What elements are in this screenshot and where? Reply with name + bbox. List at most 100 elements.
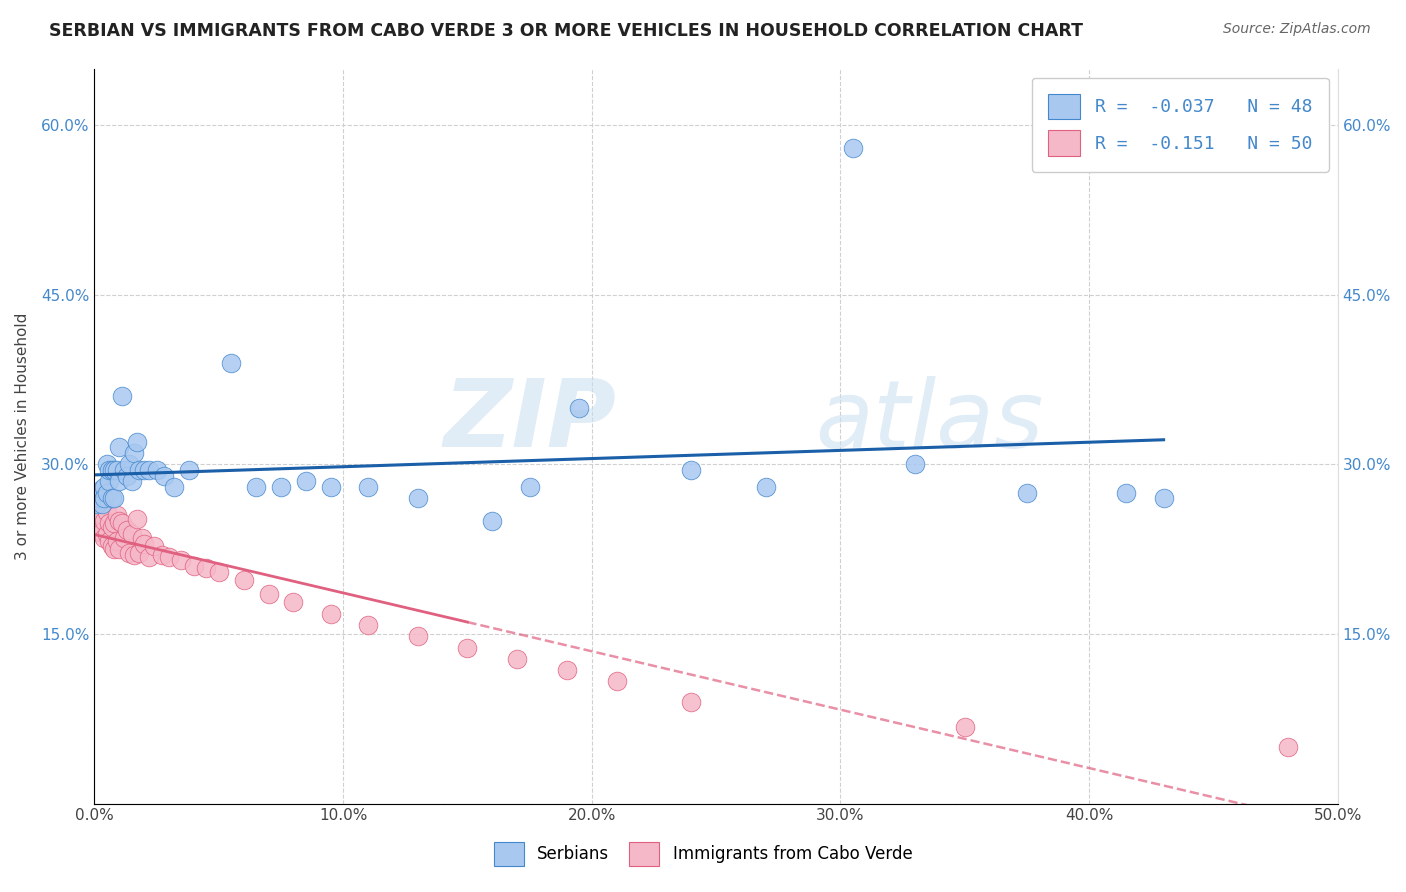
Point bbox=[93, 491, 115, 506]
Legend: R =  -0.037   N = 48, R =  -0.151   N = 50: R = -0.037 N = 48, R = -0.151 N = 50 bbox=[1032, 78, 1329, 172]
Text: Source: ZipAtlas.com: Source: ZipAtlas.com bbox=[1223, 22, 1371, 37]
Point bbox=[519, 480, 541, 494]
Point bbox=[112, 531, 135, 545]
Point bbox=[270, 480, 292, 494]
Point bbox=[98, 534, 121, 549]
Point bbox=[131, 531, 153, 545]
Point bbox=[170, 553, 193, 567]
Point bbox=[121, 475, 143, 489]
Point bbox=[138, 463, 160, 477]
Point bbox=[456, 640, 478, 655]
Point bbox=[101, 463, 124, 477]
Point bbox=[904, 458, 927, 472]
Point bbox=[101, 491, 124, 506]
Point bbox=[153, 468, 176, 483]
Point bbox=[122, 548, 145, 562]
Point bbox=[257, 587, 280, 601]
Point bbox=[143, 539, 166, 553]
Point bbox=[118, 545, 141, 559]
Point bbox=[953, 720, 976, 734]
Point bbox=[96, 458, 118, 472]
Point bbox=[93, 531, 115, 545]
Point bbox=[506, 652, 529, 666]
Point bbox=[177, 463, 200, 477]
Point bbox=[134, 463, 156, 477]
Point bbox=[357, 480, 380, 494]
Point bbox=[111, 389, 134, 403]
Point bbox=[93, 514, 115, 528]
Point bbox=[105, 508, 128, 523]
Point bbox=[108, 475, 131, 489]
Point bbox=[755, 480, 778, 494]
Point bbox=[103, 463, 125, 477]
Point bbox=[1153, 491, 1175, 506]
Point bbox=[86, 497, 108, 511]
Point bbox=[842, 141, 865, 155]
Point bbox=[108, 514, 131, 528]
Point bbox=[96, 527, 118, 541]
Point bbox=[125, 511, 148, 525]
Point bbox=[319, 480, 342, 494]
Point bbox=[115, 523, 138, 537]
Point bbox=[101, 519, 124, 533]
Point bbox=[138, 550, 160, 565]
Point bbox=[89, 525, 111, 540]
Point bbox=[134, 536, 156, 550]
Point bbox=[93, 480, 115, 494]
Point bbox=[219, 355, 242, 369]
Point bbox=[89, 491, 111, 506]
Point bbox=[122, 446, 145, 460]
Point bbox=[105, 463, 128, 477]
Point bbox=[115, 468, 138, 483]
Point bbox=[98, 475, 121, 489]
Point bbox=[90, 525, 112, 540]
Point bbox=[555, 663, 578, 677]
Point bbox=[195, 561, 218, 575]
Point bbox=[1277, 740, 1299, 755]
Point bbox=[86, 502, 108, 516]
Point bbox=[157, 550, 180, 565]
Point bbox=[128, 463, 150, 477]
Text: atlas: atlas bbox=[815, 376, 1043, 467]
Point bbox=[283, 595, 305, 609]
Point bbox=[163, 480, 186, 494]
Point bbox=[406, 491, 429, 506]
Point bbox=[101, 539, 124, 553]
Point bbox=[108, 441, 131, 455]
Point bbox=[1115, 485, 1137, 500]
Point bbox=[681, 463, 703, 477]
Point bbox=[105, 534, 128, 549]
Text: SERBIAN VS IMMIGRANTS FROM CABO VERDE 3 OR MORE VEHICLES IN HOUSEHOLD CORRELATIO: SERBIAN VS IMMIGRANTS FROM CABO VERDE 3 … bbox=[49, 22, 1083, 40]
Point bbox=[183, 559, 205, 574]
Legend: Serbians, Immigrants from Cabo Verde: Serbians, Immigrants from Cabo Verde bbox=[481, 829, 925, 880]
Point bbox=[125, 434, 148, 449]
Point bbox=[118, 458, 141, 472]
Point bbox=[319, 607, 342, 621]
Point bbox=[681, 695, 703, 709]
Point bbox=[606, 674, 628, 689]
Point bbox=[481, 514, 503, 528]
Point bbox=[96, 505, 118, 519]
Point bbox=[406, 629, 429, 643]
Y-axis label: 3 or more Vehicles in Household: 3 or more Vehicles in Household bbox=[15, 312, 30, 560]
Point bbox=[568, 401, 591, 415]
Point bbox=[208, 565, 231, 579]
Point bbox=[295, 475, 318, 489]
Point bbox=[90, 482, 112, 496]
Point bbox=[90, 497, 112, 511]
Point bbox=[128, 545, 150, 559]
Point bbox=[108, 542, 131, 557]
Point bbox=[112, 463, 135, 477]
Point bbox=[121, 527, 143, 541]
Point bbox=[357, 618, 380, 632]
Point bbox=[245, 480, 267, 494]
Text: ZIP: ZIP bbox=[444, 376, 617, 467]
Point bbox=[96, 485, 118, 500]
Point bbox=[1015, 485, 1038, 500]
Point bbox=[111, 516, 134, 530]
Point bbox=[98, 516, 121, 530]
Point bbox=[103, 542, 125, 557]
Point bbox=[98, 463, 121, 477]
Point bbox=[90, 508, 112, 523]
Point bbox=[103, 516, 125, 530]
